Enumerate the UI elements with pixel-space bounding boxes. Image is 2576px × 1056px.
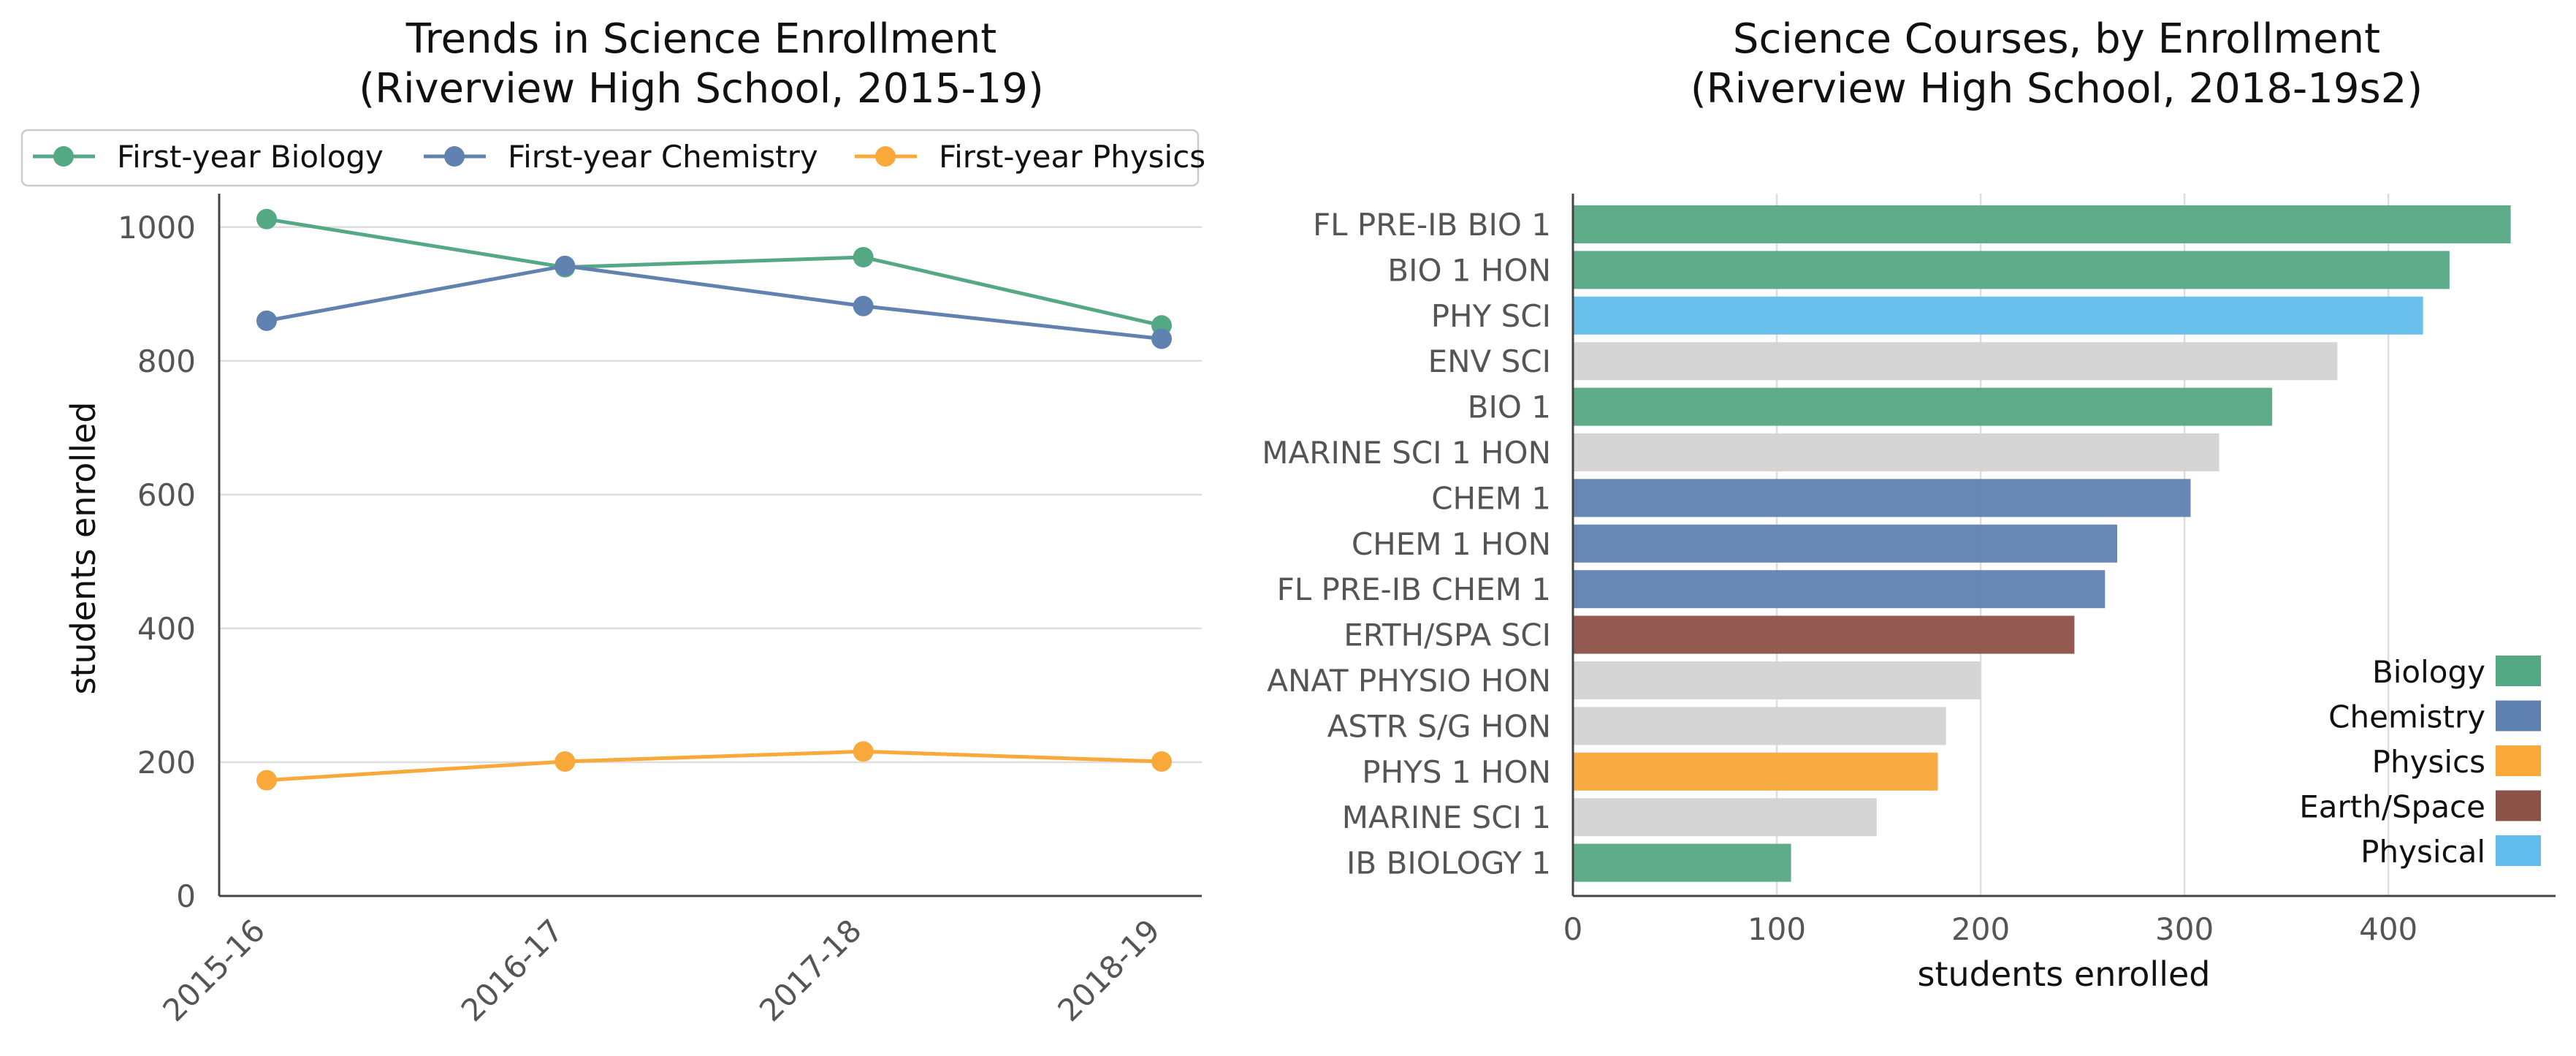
bar-x-tick-label: 300 bbox=[2155, 911, 2214, 947]
data-point-first-year-chemistry bbox=[853, 295, 874, 316]
line-chart-x-ticks: 2015-16 2016-17 2017-18 2018-19 bbox=[156, 912, 1167, 1028]
bar-category-label: ASTR S/G HON bbox=[1327, 708, 1551, 744]
bar-chart-x-ticks: 0 100 200 300 400 bbox=[1563, 911, 2418, 947]
bar-category-label: PHYS 1 HON bbox=[1362, 754, 1551, 790]
data-point-first-year-physics bbox=[256, 770, 277, 791]
line-chart-title-line2: (Riverview High School, 2015-19) bbox=[359, 65, 1044, 113]
bar-legend-label-chemistry: Chemistry bbox=[2328, 699, 2485, 735]
bar-legend-label-earth-space: Earth/Space bbox=[2299, 789, 2485, 825]
bar-chart-panel: Science Courses, by Enrollment (Rivervie… bbox=[1262, 15, 2556, 994]
bar-chart-title-line2: (Riverview High School, 2018-19s2) bbox=[1691, 65, 2423, 113]
bar-legend-swatch-chemistry bbox=[2496, 700, 2541, 732]
bar-phy-sci bbox=[1573, 296, 2423, 335]
series-line-first-year-chemistry bbox=[266, 264, 1162, 341]
line-chart-panel: Trends in Science Enrollment (Riverview … bbox=[20, 15, 1205, 1028]
line-chart-gridlines bbox=[219, 226, 1202, 764]
bar-anat-physio-hon bbox=[1573, 661, 1981, 699]
line-y-tick-label: 0 bbox=[176, 878, 196, 914]
bar-x-tick-label: 400 bbox=[2359, 911, 2417, 947]
bar-fl-pre-ib-bio-1 bbox=[1573, 205, 2511, 243]
bar-category-label: BIO 1 HON bbox=[1387, 252, 1551, 288]
line-x-tick-label: 2018-19 bbox=[1051, 912, 1167, 1028]
bar-category-label: FL PRE-IB BIO 1 bbox=[1313, 207, 1551, 243]
legend-marker-biology bbox=[53, 146, 74, 167]
bar-legend-swatch-physical bbox=[2496, 835, 2541, 866]
bar-legend-swatch-earth-space bbox=[2496, 790, 2541, 821]
bar-marine-sci-1-hon bbox=[1573, 433, 2219, 471]
legend-marker-physics bbox=[875, 146, 896, 167]
bar-category-label: MARINE SCI 1 bbox=[1342, 799, 1551, 835]
data-point-first-year-physics bbox=[555, 751, 576, 772]
legend-label-biology: First-year Biology bbox=[117, 139, 384, 175]
data-point-first-year-physics bbox=[1151, 751, 1172, 772]
bar-legend-swatch-biology bbox=[2496, 656, 2541, 686]
bar-category-label: ANAT PHYSIO HON bbox=[1267, 663, 1551, 699]
line-chart-legend: First-year Biology First-year Chemistry … bbox=[20, 129, 1205, 187]
line-y-tick-label: 1000 bbox=[118, 210, 196, 246]
line-y-tick-label: 200 bbox=[137, 745, 196, 780]
line-y-tick-label: 800 bbox=[137, 343, 196, 379]
bar-marine-sci-1 bbox=[1573, 798, 1877, 837]
legend-label-chemistry: First-year Chemistry bbox=[508, 139, 818, 175]
data-point-first-year-biology bbox=[853, 246, 874, 267]
bar-category-label: MARINE SCI 1 HON bbox=[1262, 435, 1551, 471]
bar-category-label: BIO 1 bbox=[1468, 390, 1551, 425]
bar-x-tick-label: 100 bbox=[1748, 911, 1806, 947]
bar-bio-1 bbox=[1573, 387, 2273, 426]
legend-label-physics: First-year Physics bbox=[939, 139, 1205, 175]
legend-frame bbox=[20, 129, 1200, 187]
bar-chart-bars bbox=[1573, 205, 2511, 882]
bar-category-label: ERTH/SPA SCI bbox=[1344, 618, 1551, 653]
line-x-tick-label: 2015-16 bbox=[156, 912, 272, 1028]
bar-chem-1 bbox=[1573, 479, 2191, 517]
line-chart-title-line1: Trends in Science Enrollment bbox=[405, 15, 997, 63]
bar-legend-label-physics: Physics bbox=[2372, 744, 2485, 780]
bar-bio-1-hon bbox=[1573, 251, 2450, 289]
data-point-first-year-physics bbox=[853, 741, 874, 762]
legend-marker-chemistry bbox=[444, 146, 465, 167]
bar-chart-title-line1: Science Courses, by Enrollment bbox=[1733, 15, 2380, 63]
bar-legend-label-biology: Biology bbox=[2372, 654, 2485, 690]
line-y-tick-label: 400 bbox=[137, 611, 196, 647]
bar-chem-1-hon bbox=[1573, 524, 2118, 563]
bar-erth-spa-sci bbox=[1573, 615, 2075, 654]
bar-category-label: FL PRE-IB CHEM 1 bbox=[1277, 571, 1551, 607]
series-line-first-year-biology bbox=[266, 217, 1162, 327]
bar-category-label: IB BIOLOGY 1 bbox=[1346, 846, 1551, 881]
data-point-first-year-chemistry bbox=[1151, 328, 1172, 349]
bar-legend-swatch-physics bbox=[2496, 745, 2541, 776]
bar-category-label: ENV SCI bbox=[1428, 343, 1551, 379]
bar-ib-biology-1 bbox=[1573, 843, 1791, 882]
line-x-tick-label: 2017-18 bbox=[752, 912, 869, 1028]
line-y-tick-label: 600 bbox=[137, 477, 196, 513]
bar-chart-legend: Biology Chemistry Physics Earth/Space Physic… bbox=[2299, 654, 2541, 870]
bar-category-label: CHEM 1 HON bbox=[1352, 526, 1551, 562]
line-x-tick-label: 2016-17 bbox=[454, 912, 571, 1028]
bar-x-tick-label: 0 bbox=[1563, 911, 1583, 947]
line-chart-y-label: students enrolled bbox=[64, 402, 103, 695]
bar-category-label: CHEM 1 bbox=[1431, 480, 1551, 516]
data-point-first-year-chemistry bbox=[256, 310, 277, 331]
bar-chart-x-label: students enrolled bbox=[1918, 954, 2211, 994]
line-chart-y-ticks: 0 200 400 600 800 1000 bbox=[118, 210, 196, 914]
bar-astr-s-g-hon bbox=[1573, 707, 1946, 745]
bar-phys-1-hon bbox=[1573, 752, 1938, 791]
bar-env-sci bbox=[1573, 342, 2338, 381]
line-chart-series bbox=[256, 208, 1172, 791]
bar-chart-category-labels: FL PRE-IB BIO 1 BIO 1 HON PHY SCI ENV SCI BI… bbox=[1262, 207, 1551, 881]
series-line-first-year-physics bbox=[266, 749, 1162, 783]
bar-fl-pre-ib-chem-1 bbox=[1573, 570, 2106, 609]
data-point-first-year-biology bbox=[256, 208, 277, 229]
bar-category-label: PHY SCI bbox=[1431, 298, 1551, 334]
bar-legend-label-physical: Physical bbox=[2360, 834, 2485, 870]
bar-x-tick-label: 200 bbox=[1951, 911, 2010, 947]
data-point-first-year-chemistry bbox=[555, 255, 576, 276]
